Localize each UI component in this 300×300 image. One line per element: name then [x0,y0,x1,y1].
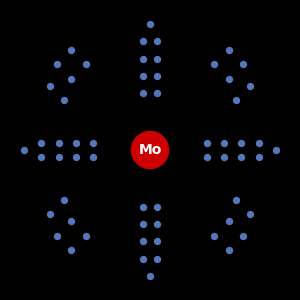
Point [273,148,278,152]
Point [256,140,261,145]
Point [226,76,231,81]
Point [62,98,67,102]
Point [55,62,59,67]
Point [239,155,244,160]
Point [241,62,245,67]
Point [155,239,160,244]
Point [256,155,261,160]
Point [239,140,244,145]
Point [155,56,160,61]
Point [155,91,160,95]
Point [212,62,217,67]
Point [205,140,209,145]
Point [248,212,252,217]
Point [155,39,160,44]
Point [212,233,217,238]
Point [140,222,145,227]
Point [155,205,160,209]
Point [241,233,245,238]
Point [226,248,231,252]
Point [83,62,88,67]
Point [73,155,78,160]
Point [155,222,160,227]
Point [140,239,145,244]
Point [222,140,227,145]
Point [55,233,59,238]
Point [155,73,160,78]
Point [91,140,95,145]
Circle shape [131,131,169,169]
Point [140,256,145,261]
Point [48,212,52,217]
Point [39,155,44,160]
Point [48,83,52,88]
Point [148,273,152,278]
Point [140,56,145,61]
Point [69,48,74,52]
Point [148,22,152,27]
Point [226,48,231,52]
Text: Mo: Mo [138,143,162,157]
Point [205,155,209,160]
Point [140,91,145,95]
Point [22,148,27,152]
Point [222,155,227,160]
Point [91,155,95,160]
Point [233,98,238,102]
Point [140,39,145,44]
Point [69,248,74,252]
Point [140,73,145,78]
Point [248,83,252,88]
Point [73,140,78,145]
Point [56,140,61,145]
Point [140,205,145,209]
Point [69,219,74,224]
Point [83,233,88,238]
Point [62,198,67,203]
Point [39,140,44,145]
Point [56,155,61,160]
Point [69,76,74,81]
Point [226,219,231,224]
Point [233,198,238,203]
Point [155,256,160,261]
